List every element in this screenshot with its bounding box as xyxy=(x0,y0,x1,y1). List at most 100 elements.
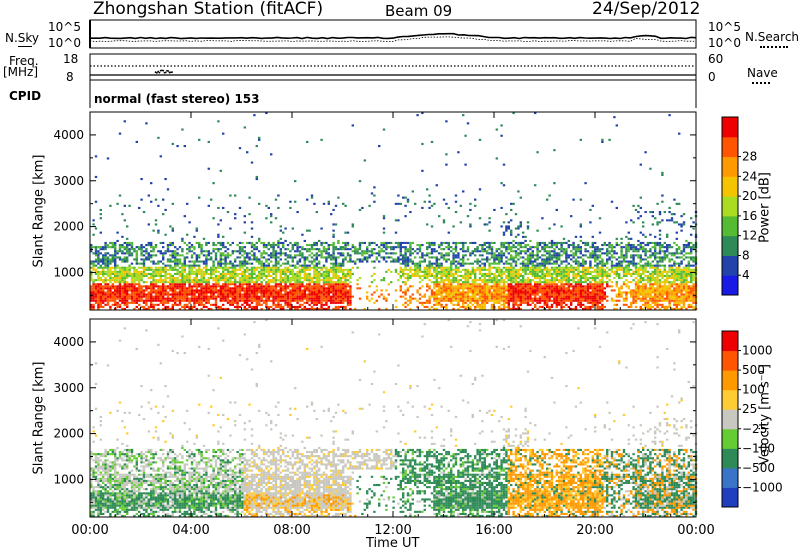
echo-cell xyxy=(454,279,458,282)
echo-cell xyxy=(594,248,597,251)
echo-cell xyxy=(207,254,210,257)
echo-cell xyxy=(447,299,450,302)
echo-cell xyxy=(483,287,486,290)
echo-cell xyxy=(188,270,191,273)
echo-cell xyxy=(135,287,138,290)
echo-cell xyxy=(529,268,532,271)
echo-cell xyxy=(543,277,546,280)
echo-cell xyxy=(164,297,167,300)
echo-cell xyxy=(106,262,110,265)
echo-cell xyxy=(152,262,155,265)
echo-cell xyxy=(584,260,587,263)
echo-cell xyxy=(320,291,323,294)
echo-cell xyxy=(198,291,201,294)
echo-cell xyxy=(361,241,364,244)
echo-cell xyxy=(392,260,395,263)
echo-cell xyxy=(596,274,599,277)
echo-cell xyxy=(248,293,251,296)
echo-cell xyxy=(337,270,340,273)
echo-cell xyxy=(510,277,513,280)
echo-cell xyxy=(351,272,354,275)
echo-cell xyxy=(205,270,208,273)
echo-cell xyxy=(159,241,162,244)
echo-cell xyxy=(219,289,222,292)
echo-cell xyxy=(325,291,328,294)
echo-cell xyxy=(267,307,270,310)
echo-cell xyxy=(505,274,508,277)
echo-cell xyxy=(109,254,112,257)
echo-cell xyxy=(234,194,237,197)
echo-cell xyxy=(567,246,570,249)
echo-cell xyxy=(145,307,148,310)
echo-cell xyxy=(577,279,580,282)
echo-cell xyxy=(586,307,590,310)
echo-cell xyxy=(382,277,386,280)
echo-cell xyxy=(486,223,489,226)
echo-cell xyxy=(229,281,232,284)
echo-cell xyxy=(474,307,477,310)
echo-cell xyxy=(447,258,450,261)
echo-cell xyxy=(514,264,518,267)
echo-cell xyxy=(306,285,309,288)
echo-cell xyxy=(536,274,539,277)
echo-cell xyxy=(462,244,465,247)
echo-cell xyxy=(406,256,410,259)
echo-cell xyxy=(272,281,275,284)
echo-cell xyxy=(308,274,311,277)
echo-cell xyxy=(514,279,518,282)
echo-cell xyxy=(315,266,318,269)
echo-cell xyxy=(433,268,436,271)
echo-cell xyxy=(272,254,275,257)
echo-cell xyxy=(332,299,335,302)
echo-cell xyxy=(483,289,486,292)
echo-cell xyxy=(183,291,186,294)
echo-cell xyxy=(270,299,273,302)
echo-cell xyxy=(416,299,419,302)
echo-cell xyxy=(514,262,518,265)
echo-cell xyxy=(579,250,582,253)
echo-cell xyxy=(186,293,189,296)
echo-cell xyxy=(459,295,462,298)
echo-cell xyxy=(514,235,518,238)
echo-cell xyxy=(471,303,474,306)
echo-cell xyxy=(327,277,330,280)
echo-cell xyxy=(277,244,280,247)
echo-cell xyxy=(270,293,273,296)
freq-dot xyxy=(156,71,158,74)
echo-cell xyxy=(217,235,220,238)
echo-cell xyxy=(534,274,537,277)
echo-cell xyxy=(171,281,174,284)
echo-cell xyxy=(169,241,172,244)
echo-cell xyxy=(174,250,177,253)
echo-cell xyxy=(121,307,124,310)
echo-cell xyxy=(373,291,376,294)
echo-cell xyxy=(591,291,594,294)
echo-cell xyxy=(589,297,592,300)
echo-cell xyxy=(265,293,268,296)
echo-cell xyxy=(538,264,542,267)
echo-cell xyxy=(471,283,474,286)
echo-cell xyxy=(478,264,482,267)
echo-cell xyxy=(462,303,465,306)
echo-cell xyxy=(322,256,326,259)
echo-cell xyxy=(207,279,210,282)
echo-cell xyxy=(226,287,230,290)
echo-cell xyxy=(308,254,311,257)
echo-cell xyxy=(190,307,194,310)
echo-cell xyxy=(517,241,520,244)
echo-cell xyxy=(186,305,189,308)
echo-cell xyxy=(512,277,515,280)
echo-cell xyxy=(351,266,354,269)
echo-cell xyxy=(411,274,414,277)
echo-cell xyxy=(224,256,227,259)
echo-cell xyxy=(198,254,201,257)
echo-cell xyxy=(536,241,539,244)
echo-cell xyxy=(495,157,498,160)
echo-cell xyxy=(430,266,434,269)
echo-cell xyxy=(385,256,388,259)
echo-cell xyxy=(274,266,278,269)
echo-cell xyxy=(471,252,474,255)
echo-cell xyxy=(123,285,126,288)
echo-cell xyxy=(558,258,561,261)
echo-cell xyxy=(229,291,232,294)
